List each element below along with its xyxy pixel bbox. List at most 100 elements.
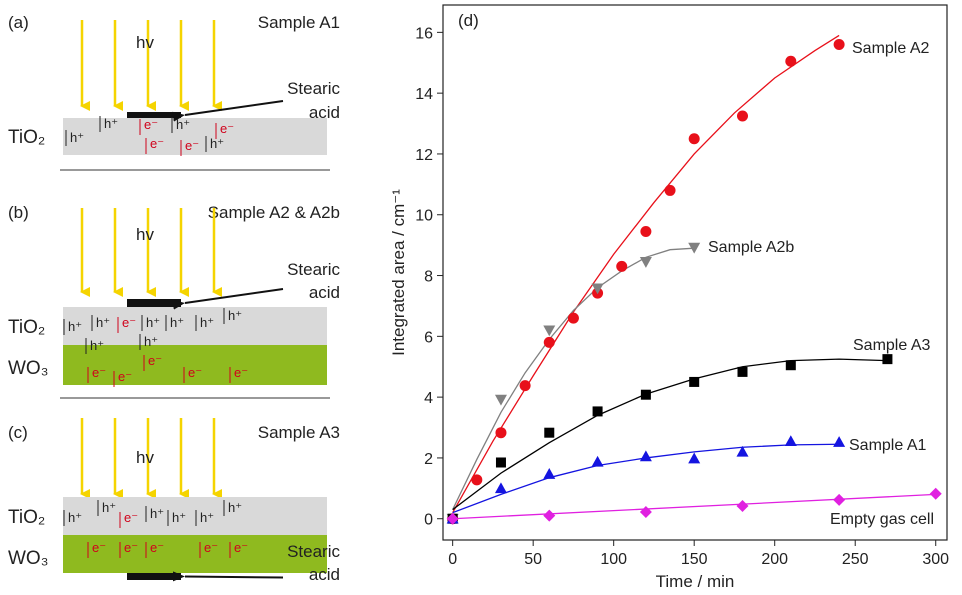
data-point [592, 406, 603, 417]
series-label: Sample A2 [852, 40, 929, 57]
layer [63, 118, 327, 155]
data-point [737, 366, 748, 377]
charge: e⁻ [234, 540, 248, 555]
charge: h⁺ [104, 116, 118, 131]
layer [63, 307, 327, 345]
data-point [543, 336, 555, 348]
layer-label: WO₃ [8, 358, 48, 379]
data-point [519, 380, 531, 392]
y-tick-label: 10 [415, 208, 433, 225]
y-tick-label: 14 [415, 86, 433, 103]
pointer-arrow [172, 571, 284, 582]
panel-label: (d) [458, 11, 479, 30]
series-label: Sample A1 [849, 437, 926, 454]
stearic-acid [127, 299, 181, 307]
charge: e⁻ [124, 510, 138, 525]
charge: e⁻ [234, 365, 248, 380]
light-label: hv [136, 448, 154, 467]
data-point [882, 354, 893, 365]
fit-curve [452, 34, 840, 513]
layer [63, 535, 327, 573]
data-point [639, 506, 652, 519]
y-tick-label: 12 [415, 147, 433, 164]
y-tick-label: 6 [424, 329, 433, 346]
layer-label: WO₃ [8, 548, 48, 569]
panel-label: (a) [8, 13, 29, 32]
charge: e⁻ [122, 315, 136, 330]
x-tick-label: 50 [524, 551, 542, 568]
charge: h⁺ [210, 136, 224, 151]
data-point [591, 455, 604, 467]
panel-label: (c) [8, 423, 28, 442]
charge: h⁺ [146, 315, 160, 330]
panel-label: (b) [8, 203, 29, 222]
data-point [591, 283, 604, 295]
data-point [833, 436, 846, 447]
sample-label: Sample A3 [258, 423, 340, 442]
data-point [784, 435, 797, 447]
layer-label: TiO₂ [8, 317, 45, 338]
data-point [737, 110, 749, 122]
layer-label: TiO₂ [8, 127, 45, 148]
data-point [688, 452, 701, 464]
data-point [640, 225, 652, 237]
data-point [495, 457, 506, 468]
x-tick-label: 250 [842, 551, 869, 568]
data-point [494, 482, 507, 494]
y-tick-label: 8 [424, 269, 433, 286]
charge: h⁺ [150, 506, 164, 521]
sample-label: Sample A1 [258, 13, 340, 32]
pointer-arrow [172, 100, 284, 122]
acid-label: acid [309, 283, 340, 302]
data-point [688, 133, 700, 145]
data-point [616, 260, 628, 272]
charge: h⁺ [68, 510, 82, 525]
sample-label: Sample A2 & A2b [208, 203, 340, 222]
charge: h⁺ [200, 315, 214, 330]
charge: e⁻ [144, 117, 158, 132]
data-point [785, 55, 797, 67]
acid-label: acid [309, 565, 340, 584]
data-point [929, 487, 942, 500]
charge: h⁺ [228, 308, 242, 323]
charge: h⁺ [90, 338, 104, 353]
layer [63, 345, 327, 385]
charge: e⁻ [188, 365, 202, 380]
acid-label: Stearic [287, 260, 340, 279]
charge: e⁻ [92, 365, 106, 380]
charge: e⁻ [124, 540, 138, 555]
data-point [689, 376, 700, 387]
x-tick-label: 0 [448, 551, 457, 568]
charge: h⁺ [172, 510, 186, 525]
x-tick-label: 150 [681, 551, 708, 568]
charge: e⁻ [204, 540, 218, 555]
chart: 0 50 100 150 200 250 300 0 2 4 6 8 10 12 14 16 Time / mi… [389, 4, 949, 591]
stearic-acid [127, 112, 181, 118]
y-axis-label: Integrated area / cm⁻¹ [389, 189, 408, 356]
y-tick-label: 4 [424, 390, 433, 407]
charge: h⁺ [144, 334, 158, 349]
charge: e⁻ [148, 353, 162, 368]
data-point [664, 184, 676, 196]
acid-label: Stearic [287, 542, 340, 561]
series-label: Empty gas cell [830, 511, 934, 528]
data-point [833, 39, 845, 51]
data-point [471, 474, 483, 486]
charge: h⁺ [96, 315, 110, 330]
charge: h⁺ [200, 510, 214, 525]
data-point [640, 389, 651, 400]
charge: e⁻ [220, 121, 234, 136]
data-point [639, 450, 652, 462]
charge: e⁻ [150, 136, 164, 151]
x-tick-label: 100 [600, 551, 627, 568]
charge: h⁺ [102, 500, 116, 515]
pointer-arrow [172, 288, 284, 310]
charge: e⁻ [92, 540, 106, 555]
data-point [736, 445, 749, 457]
data-point [688, 242, 701, 254]
data-point [543, 468, 556, 479]
data-point [543, 325, 556, 337]
x-tick-label: 300 [922, 551, 949, 568]
light-label: hv [136, 33, 154, 52]
